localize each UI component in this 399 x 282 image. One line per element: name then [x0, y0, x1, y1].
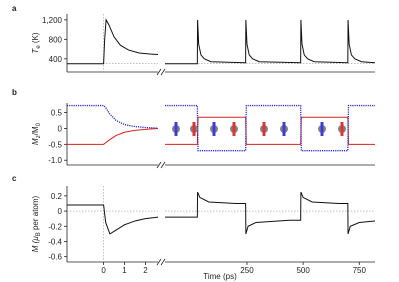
y-axis-label-part: M: [31, 138, 40, 145]
y-tick-label: 1,200: [42, 16, 63, 25]
data-line: [165, 104, 375, 152]
y-axis-label-part: per atom): [31, 195, 40, 232]
y-tick-label: 800: [49, 35, 63, 44]
y-tick-label: -1.0: [48, 156, 62, 165]
panel-label: c: [12, 174, 17, 183]
panel-label: b: [12, 88, 17, 97]
x-tick-label: 0: [101, 266, 106, 275]
x-axis-label: Time (ps): [203, 272, 237, 281]
y-axis-label-part: /M: [31, 126, 40, 135]
data-line: [165, 19, 376, 65]
y-axis-label-part: 0: [36, 122, 42, 126]
y-axis-label: Te (K): [31, 32, 42, 53]
y-axis-label-part: (K): [31, 32, 40, 45]
x-tick-label: 250: [240, 266, 254, 275]
y-axis-label-part: μ: [31, 236, 40, 242]
y-tick-label: 0: [58, 124, 63, 133]
y-tick-label: -0.5: [48, 140, 62, 149]
y-axis-label-part: z: [36, 135, 42, 138]
data-line: [165, 191, 376, 235]
axis-break: [156, 68, 166, 76]
y-axis-label-part: B: [36, 232, 42, 236]
x-tick-label: 500: [296, 266, 310, 275]
y-tick-label: 0.2: [51, 192, 63, 201]
x-tick-label: 2: [143, 266, 148, 275]
data-line: [67, 104, 159, 129]
x-tick-label: 1: [122, 266, 127, 275]
axis-break: [156, 258, 166, 266]
data-line: [67, 18, 159, 65]
axis-break: [156, 161, 166, 169]
y-tick-label: -0.6: [48, 253, 62, 262]
y-tick-label: -0.4: [48, 237, 62, 246]
spin-icons: [172, 122, 346, 136]
panel-label: a: [12, 4, 17, 13]
y-tick-label: -0.2: [48, 222, 62, 231]
data-line: [67, 204, 159, 235]
y-axis-label: Mz/M0: [31, 122, 42, 145]
y-axis-label-part: e: [36, 45, 42, 49]
y-tick-label: 0.5: [51, 109, 63, 118]
y-axis-label-part: M (: [31, 239, 40, 252]
x-tick-label: 750: [353, 266, 367, 275]
y-axis-label: M (μB per atom): [31, 195, 42, 252]
y-axis-label-part: T: [31, 48, 40, 54]
data-line: [67, 127, 159, 145]
y-tick-label: 0: [58, 207, 63, 216]
y-tick-label: 400: [49, 55, 63, 64]
